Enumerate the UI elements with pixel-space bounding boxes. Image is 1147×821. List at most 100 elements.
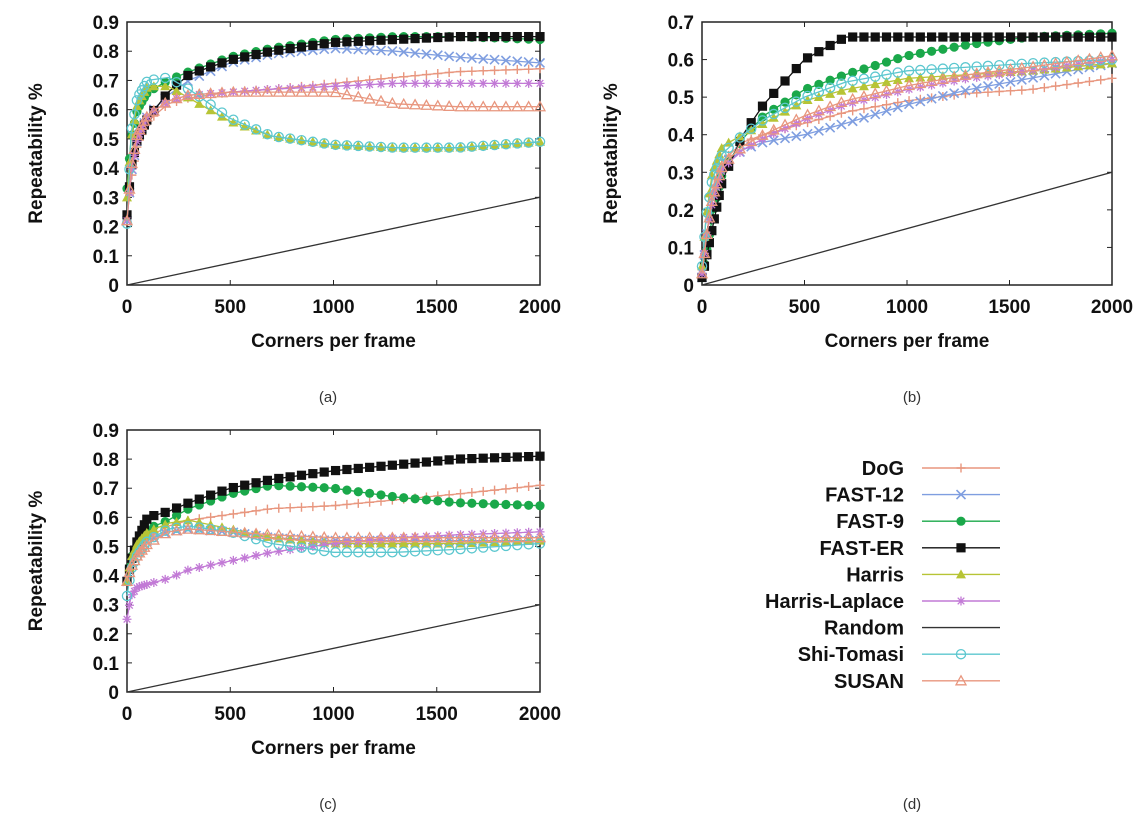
series-point-shi-tomasi bbox=[307, 136, 319, 148]
series-point-fast-er bbox=[251, 478, 261, 488]
series-point-harris bbox=[421, 538, 432, 548]
series-point-fast-er bbox=[444, 32, 454, 42]
series-point-fast-9 bbox=[780, 97, 790, 107]
series-point-harris-laplace bbox=[697, 269, 707, 279]
series-point-harris-laplace bbox=[124, 600, 134, 610]
series-point-dog bbox=[501, 484, 511, 494]
series-point-fast-er bbox=[704, 238, 714, 248]
x-tick-label: 0 bbox=[697, 297, 708, 318]
series-point-susan bbox=[880, 84, 893, 96]
y-tick-label: 0 bbox=[683, 276, 694, 297]
series-point-shi-tomasi bbox=[121, 590, 133, 602]
x-axis-label: Corners per frame bbox=[825, 331, 990, 352]
series-point-harris-laplace bbox=[444, 78, 454, 88]
series-point-harris-laplace bbox=[433, 531, 443, 541]
series-point-fast-er bbox=[421, 457, 432, 467]
legend-label-random: Random bbox=[824, 618, 904, 640]
series-markers-harris-laplace bbox=[697, 55, 1117, 279]
series-point-shi-tomasi bbox=[723, 142, 734, 154]
series-point-susan bbox=[204, 524, 217, 536]
series-point-dog bbox=[1073, 78, 1083, 88]
series-point-shi-tomasi bbox=[534, 136, 546, 148]
y-tick-label: 0.4 bbox=[668, 126, 695, 147]
series-point-fast-9 bbox=[859, 64, 869, 74]
series-point-dog bbox=[274, 503, 284, 513]
series-point-fast-er bbox=[848, 32, 858, 42]
series-point-dog bbox=[994, 87, 1004, 97]
series-point-harris-laplace bbox=[433, 78, 443, 88]
series-point-shi-tomasi bbox=[489, 139, 500, 151]
series-point-harris bbox=[791, 100, 802, 110]
series-point-harris bbox=[915, 72, 926, 82]
series-point-susan bbox=[431, 531, 444, 543]
series-point-fast-9 bbox=[489, 499, 500, 509]
series-point-fast-er bbox=[206, 62, 216, 72]
series-point-susan bbox=[159, 527, 172, 539]
series-point-susan bbox=[1038, 58, 1051, 70]
series-point-susan bbox=[1105, 49, 1118, 61]
series-point-harris-laplace bbox=[240, 553, 250, 563]
series-point-harris bbox=[523, 536, 534, 546]
series-point-dog bbox=[524, 482, 534, 492]
series-point-dog bbox=[1096, 75, 1106, 85]
series-line-random bbox=[126, 196, 541, 286]
series-point-fast-er bbox=[149, 510, 159, 521]
series-markers-susan bbox=[121, 522, 546, 587]
series-point-fast-9 bbox=[949, 42, 959, 52]
series-point-fast-er bbox=[712, 202, 722, 212]
series-point-fast-er bbox=[501, 452, 511, 463]
series-point-fast-9 bbox=[433, 496, 443, 506]
series-point-fast-12 bbox=[802, 128, 813, 139]
series-point-shi-tomasi bbox=[341, 547, 353, 558]
y-axis-label: Repeatability % bbox=[601, 83, 622, 224]
x-tick-label: 1500 bbox=[416, 704, 458, 725]
series-point-fast-9 bbox=[455, 498, 466, 508]
legend-label-fast-12: FAST-12 bbox=[825, 485, 904, 507]
series-point-fast-9 bbox=[870, 60, 880, 71]
series-point-susan bbox=[981, 65, 995, 77]
series-point-fast-er bbox=[217, 58, 227, 68]
series-point-harris bbox=[194, 98, 205, 108]
series-point-shi-tomasi bbox=[534, 538, 546, 549]
series-point-shi-tomasi bbox=[284, 540, 296, 552]
series-point-harris bbox=[881, 77, 892, 87]
series-point-shi-tomasi bbox=[262, 537, 273, 548]
series-point-harris bbox=[746, 125, 757, 135]
series-point-fast-12 bbox=[791, 131, 802, 142]
series-point-fast-er bbox=[206, 490, 216, 500]
series-point-harris-laplace bbox=[353, 80, 363, 90]
series-point-dog bbox=[535, 64, 545, 74]
series-point-shi-tomasi bbox=[171, 522, 182, 534]
series-point-dog bbox=[455, 489, 465, 499]
series-point-harris bbox=[734, 131, 745, 141]
series-point-fast-er bbox=[802, 53, 813, 63]
series-point-harris bbox=[892, 75, 903, 85]
series-point-harris-laplace bbox=[274, 84, 284, 94]
y-axis-label: Repeatability % bbox=[26, 83, 47, 224]
series-point-susan bbox=[352, 90, 365, 102]
series-point-dog bbox=[342, 499, 352, 509]
series-point-fast-er bbox=[308, 40, 318, 50]
series-point-susan bbox=[948, 70, 961, 82]
series-point-susan bbox=[374, 531, 388, 543]
series-point-harris bbox=[129, 115, 140, 125]
series-point-dog bbox=[262, 504, 272, 514]
series-point-dog bbox=[296, 502, 306, 512]
series-point-fast-er bbox=[1017, 32, 1027, 42]
series-point-dog bbox=[983, 87, 993, 97]
series-point-susan bbox=[128, 143, 141, 155]
series-point-shi-tomasi bbox=[455, 142, 466, 153]
series-point-susan bbox=[869, 87, 882, 99]
series-point-shi-tomasi bbox=[960, 62, 971, 73]
series-point-fast-12 bbox=[813, 125, 824, 136]
series-markers-fast-12 bbox=[696, 58, 1118, 283]
series-point-fast-9 bbox=[376, 490, 386, 500]
series-point-harris-laplace bbox=[251, 85, 261, 95]
series-point-susan bbox=[227, 85, 240, 97]
series-point-susan bbox=[756, 128, 769, 140]
series-point-susan bbox=[443, 100, 456, 112]
x-tick-label: 1500 bbox=[416, 297, 458, 318]
series-point-fast-er bbox=[455, 454, 466, 464]
series-point-shi-tomasi bbox=[239, 119, 250, 130]
series-point-fast-er bbox=[825, 40, 835, 51]
